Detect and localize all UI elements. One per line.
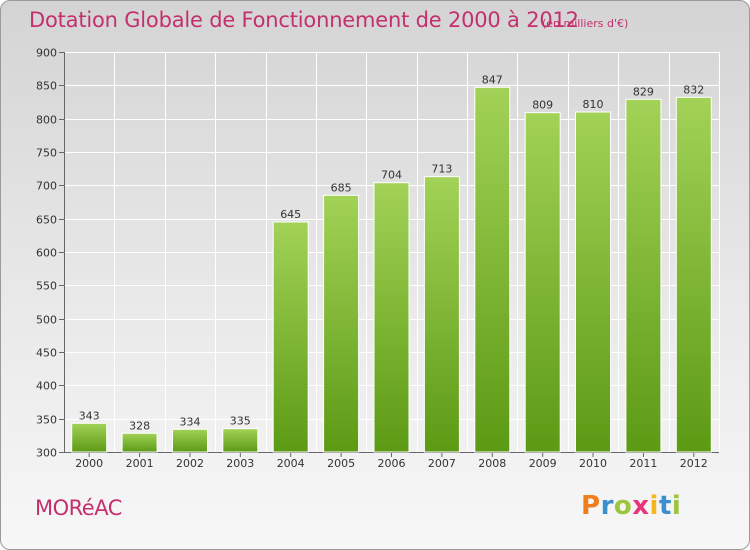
bar-value-label: 829 bbox=[633, 85, 654, 98]
commune-name: MORéAC bbox=[35, 496, 122, 520]
bar bbox=[524, 112, 561, 453]
chart-unit: (en milliers d'€) bbox=[542, 17, 629, 30]
logo-letter: i bbox=[671, 491, 682, 521]
bar bbox=[423, 176, 460, 453]
y-tick-label: 750 bbox=[36, 147, 57, 160]
y-tick-label: 350 bbox=[36, 414, 57, 427]
logo-letter: t bbox=[658, 491, 672, 521]
y-tick-label: 650 bbox=[36, 214, 57, 227]
bar-value-label: 809 bbox=[532, 99, 553, 112]
bar-value-label: 328 bbox=[129, 419, 150, 432]
y-tick-label: 300 bbox=[36, 447, 57, 460]
y-tick-label: 400 bbox=[36, 380, 57, 393]
y-tick-label: 550 bbox=[36, 280, 57, 293]
y-tick-label: 900 bbox=[36, 47, 57, 60]
bar-value-label: 832 bbox=[683, 83, 704, 96]
bar-value-label: 704 bbox=[381, 169, 402, 182]
chart-title: Dotation Globale de Fonctionnement de 20… bbox=[29, 8, 579, 32]
bar bbox=[172, 428, 208, 453]
x-tick-label: 2002 bbox=[176, 457, 204, 470]
y-tick-label: 450 bbox=[36, 347, 57, 360]
proxiti-logo: Proxiti bbox=[581, 491, 681, 521]
logo-letter: r bbox=[600, 491, 614, 521]
y-tick-label: 600 bbox=[36, 247, 57, 260]
bar bbox=[625, 98, 662, 453]
bar bbox=[675, 96, 712, 453]
x-tick-label: 2010 bbox=[579, 457, 607, 470]
x-tick-label: 2012 bbox=[680, 457, 708, 470]
bar bbox=[575, 111, 611, 453]
logo-letter: x bbox=[632, 491, 650, 521]
x-tick-label: 2003 bbox=[226, 457, 254, 470]
y-tick-label: 800 bbox=[36, 114, 57, 127]
logo-letter: P bbox=[581, 491, 601, 521]
x-tick-label: 2007 bbox=[428, 457, 456, 470]
bar-value-label: 847 bbox=[482, 73, 503, 86]
y-tick-label: 500 bbox=[36, 314, 57, 327]
x-tick-label: 2008 bbox=[478, 457, 506, 470]
bar bbox=[222, 428, 259, 453]
bar bbox=[121, 432, 158, 453]
logo-letter: i bbox=[649, 491, 659, 521]
bar bbox=[373, 182, 410, 453]
bar bbox=[323, 194, 360, 453]
x-tick-label: 2009 bbox=[529, 457, 557, 470]
x-tick-label: 2006 bbox=[378, 457, 406, 470]
y-tick-label: 850 bbox=[36, 80, 57, 93]
bar bbox=[474, 86, 511, 453]
bar-value-label: 335 bbox=[230, 415, 251, 428]
bar bbox=[272, 221, 309, 453]
bar-value-label: 713 bbox=[431, 163, 452, 176]
bar-value-label: 334 bbox=[180, 415, 201, 428]
bar-value-label: 810 bbox=[583, 98, 604, 111]
x-tick-label: 2001 bbox=[126, 457, 154, 470]
y-tick-label: 700 bbox=[36, 180, 57, 193]
bar-value-label: 343 bbox=[79, 409, 100, 422]
bar-value-label: 685 bbox=[331, 181, 352, 194]
bar-value-label: 645 bbox=[280, 208, 301, 221]
bars bbox=[71, 86, 712, 453]
logo-letter: o bbox=[613, 491, 633, 521]
labels: 343 328 334 335 645 685 704 713 847 809 810 829 832 bbox=[79, 73, 705, 432]
x-tick-label: 2011 bbox=[629, 457, 657, 470]
bar bbox=[71, 422, 108, 453]
x-tick-label: 2000 bbox=[75, 457, 103, 470]
x-tick-label: 2005 bbox=[327, 457, 355, 470]
x-tick-label: 2004 bbox=[277, 457, 305, 470]
